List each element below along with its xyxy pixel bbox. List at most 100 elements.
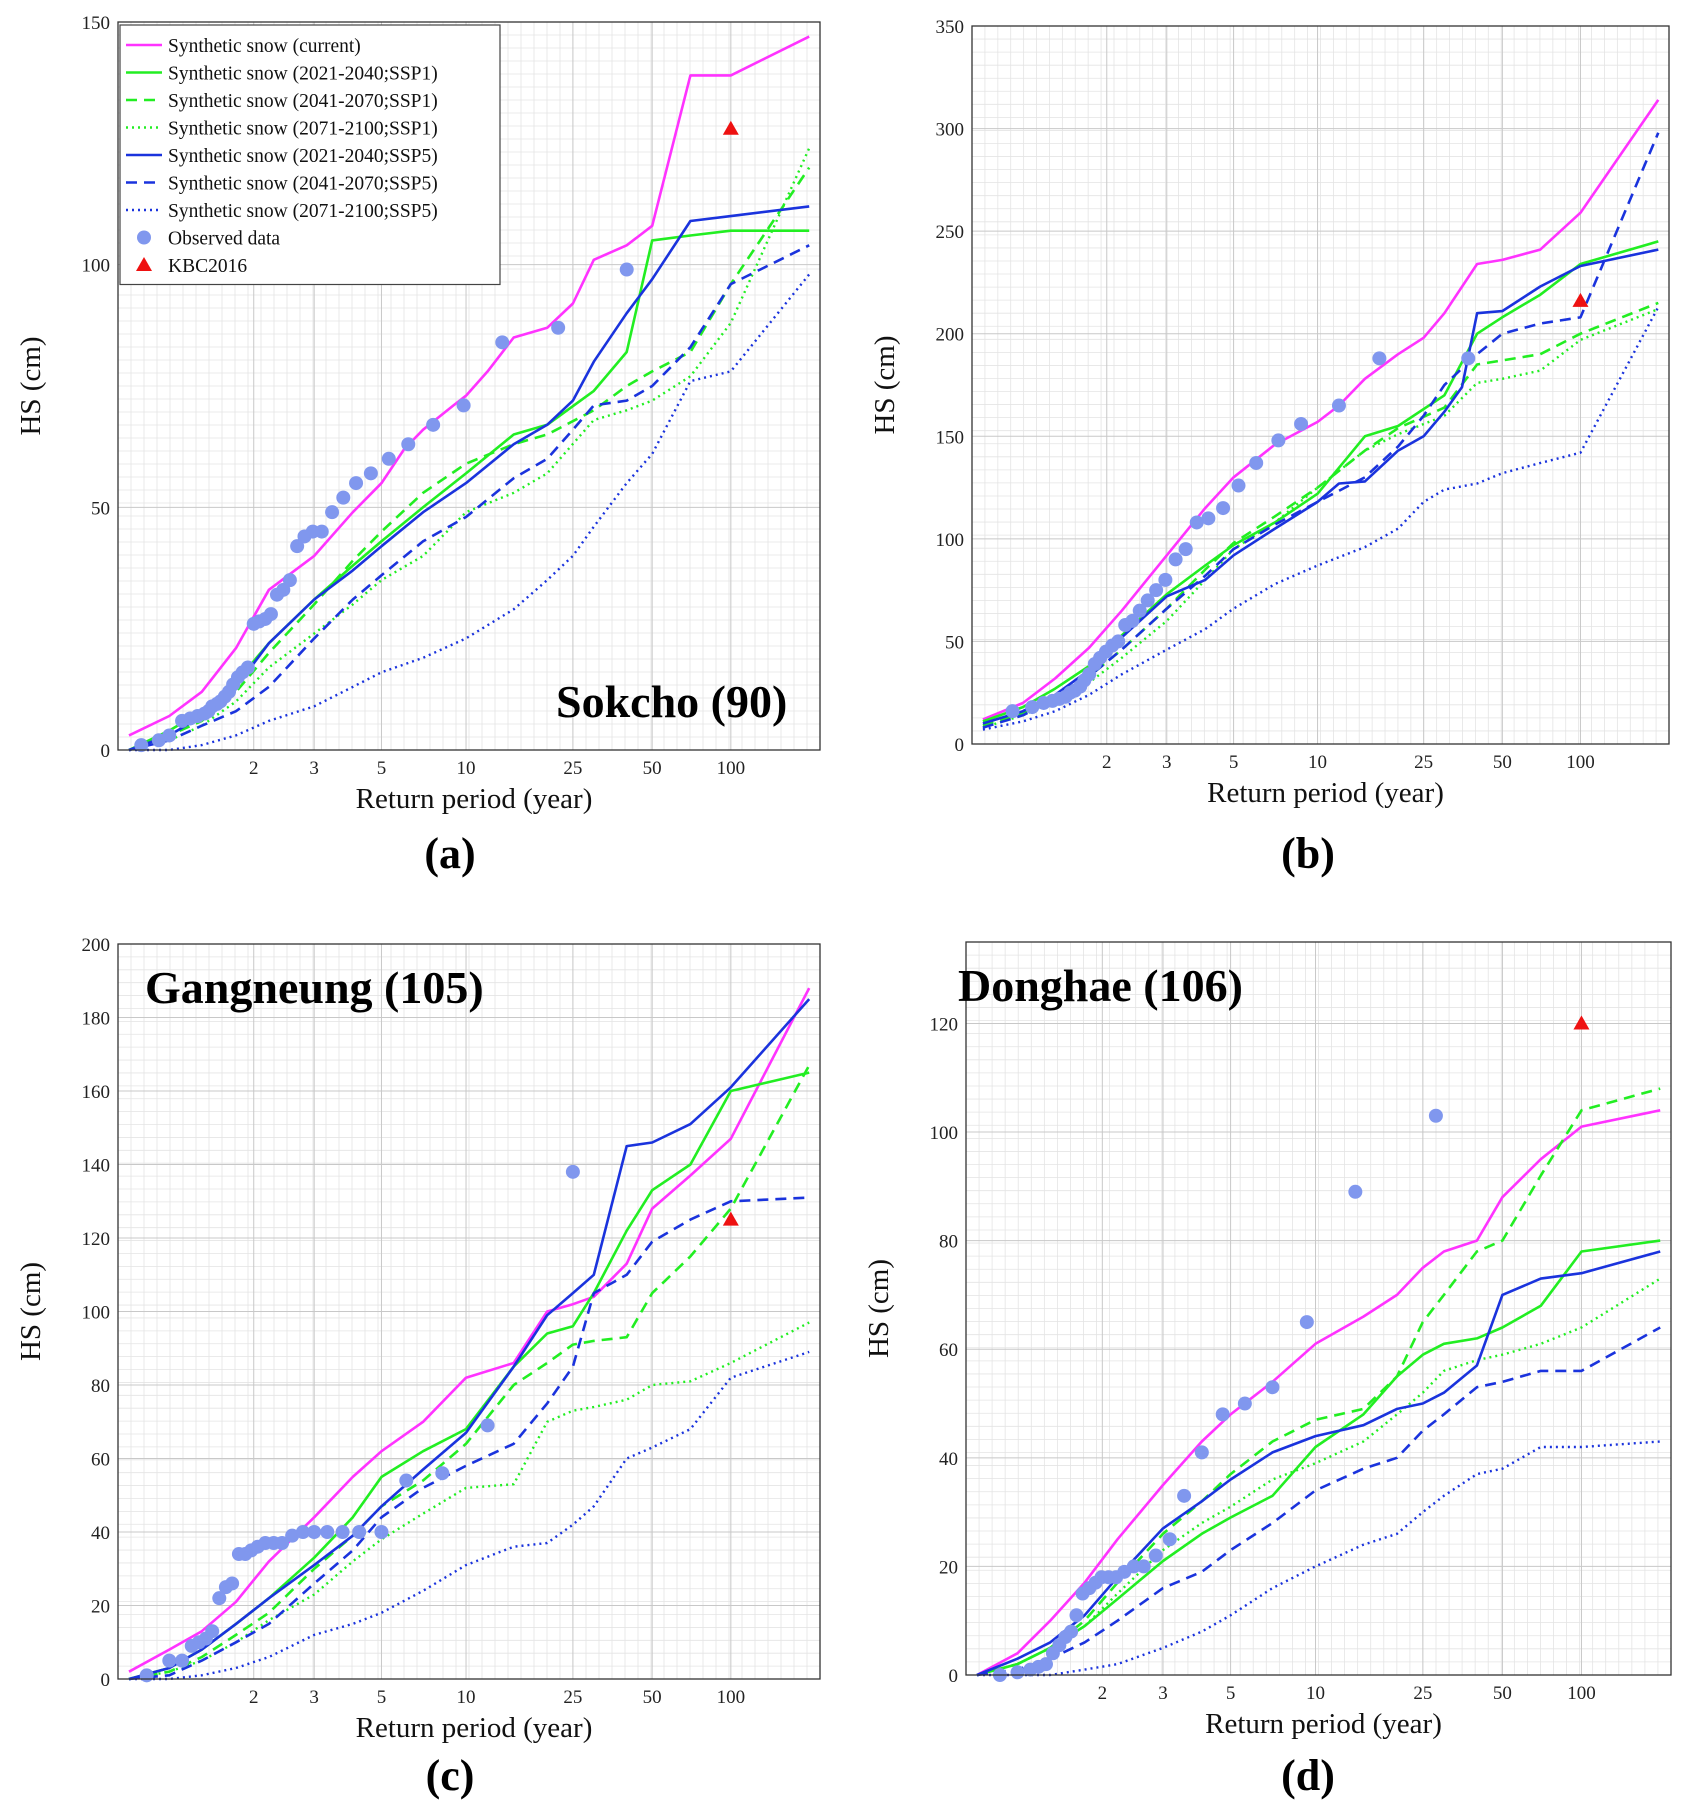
observed-point (1136, 1559, 1151, 1574)
observed-point (240, 660, 255, 675)
kbc-marker (722, 120, 739, 135)
observed-point (1201, 511, 1216, 526)
observed-point (1372, 351, 1387, 366)
y-tick-label: 200 (936, 325, 965, 346)
observed-point (1177, 1488, 1192, 1503)
series-line-ssp1-dash (128, 1064, 811, 1681)
observed-point (401, 437, 416, 452)
y-tick-label: 120 (82, 1229, 111, 1250)
y-tick-label: 180 (82, 1009, 111, 1030)
y-tick-label: 60 (939, 1340, 958, 1361)
axes-frame (117, 943, 821, 1680)
x-tick-label: 5 (1229, 752, 1239, 773)
observed-point (565, 1164, 580, 1179)
y-tick-label: 100 (930, 1123, 959, 1144)
observed-point (1005, 704, 1020, 719)
series-line-ssp1-solid (982, 240, 1659, 723)
x-tick-label: 50 (1493, 1683, 1512, 1704)
legend-label: Synthetic snow (2021-2040;SSP1) (168, 64, 438, 85)
kbc-marker (1573, 1015, 1590, 1030)
observed-point (1178, 542, 1193, 557)
legend-swatch-kbc (136, 257, 152, 271)
x-tick-label: 25 (563, 758, 582, 779)
x-tick-label: 10 (1308, 752, 1327, 773)
observed-point (320, 1525, 335, 1539)
legend-entry: Synthetic snow (2021-2040;SSP1) (126, 64, 438, 85)
station-label: Sokcho (90) (556, 676, 787, 727)
legend-entry: Synthetic snow (current) (126, 36, 361, 57)
y-tick-label: 60 (91, 1450, 110, 1471)
observed-point (426, 417, 441, 432)
observed-point (1237, 1396, 1252, 1411)
observed-points (992, 1108, 1443, 1682)
observed-point (1111, 634, 1126, 649)
legend-entry: Synthetic snow (2041-2070;SSP5) (126, 174, 438, 195)
y-tick-label: 120 (930, 1014, 959, 1035)
observed-point (1064, 1624, 1079, 1639)
series-line-current-solid (128, 987, 811, 1673)
observed-point (336, 490, 351, 505)
x-tick-label: 25 (1413, 1683, 1432, 1704)
observed-point (1082, 667, 1097, 682)
observed-point (151, 733, 166, 748)
series-line-ssp5-solid (976, 1250, 1661, 1677)
x-tick-label: 2 (1098, 1683, 1108, 1704)
y-tick-label: 250 (936, 222, 965, 243)
station-label: Donghae (106) (958, 960, 1243, 1011)
y-tick-label: 20 (939, 1557, 958, 1578)
legend-entry: KBC2016 (136, 256, 247, 277)
observed-point (295, 1525, 310, 1539)
observed-point (1215, 1407, 1230, 1422)
observed-point (1025, 700, 1040, 715)
x-tick-label: 50 (643, 1687, 662, 1708)
observed-point (1069, 1608, 1084, 1623)
legend-entry: Synthetic snow (2041-2070;SSP1) (126, 91, 438, 112)
observed-point (349, 476, 364, 491)
y-tick-label: 0 (955, 735, 965, 756)
x-tick-label: 5 (377, 758, 387, 779)
legend-entry: Observed data (137, 229, 280, 250)
series-line-ssp5-dot (977, 1440, 1661, 1677)
series-line-ssp1-solid (976, 1239, 1661, 1677)
observed-point (435, 1466, 450, 1481)
series-line-current-solid (976, 1109, 1661, 1677)
panel-label: (a) (424, 829, 475, 878)
observed-point (1249, 455, 1264, 470)
y-tick-label: 20 (91, 1597, 110, 1618)
panel-label: (c) (426, 1751, 475, 1800)
legend-swatch-observed (137, 230, 151, 245)
observed-point (1140, 593, 1155, 608)
chart-panel-4: 0 20 40 60 80 100 120 2 3 5 10 25 50 100 Return period… (863, 941, 1672, 1800)
observed-point (162, 1653, 177, 1668)
series-line-current-solid (982, 99, 1660, 721)
observed-point (225, 1576, 240, 1591)
y-axis-label: HS (cm) (15, 1262, 47, 1361)
y-tick-label: 140 (82, 1156, 111, 1177)
observed-point (374, 1525, 389, 1539)
y-tick-label: 160 (82, 1082, 111, 1103)
observed-point (1132, 603, 1147, 618)
observed-point (1149, 583, 1164, 598)
y-tick-label: 80 (91, 1376, 110, 1397)
x-tick-label: 100 (1566, 752, 1595, 773)
legend-label: KBC2016 (168, 256, 247, 277)
observed-point (619, 262, 634, 277)
series-line-ssp5-dot (129, 1350, 810, 1681)
y-tick-label: 0 (949, 1666, 959, 1687)
x-tick-label: 3 (309, 1687, 319, 1708)
y-tick-label: 40 (939, 1449, 958, 1470)
observed-point (363, 466, 378, 481)
observed-point (290, 539, 305, 554)
observed-point (335, 1525, 350, 1539)
observed-point (325, 505, 340, 520)
x-tick-label: 25 (1414, 752, 1433, 773)
observed-point (275, 1536, 290, 1551)
observed-point (1189, 515, 1204, 530)
y-tick-label: 150 (936, 427, 965, 448)
kbc-marker (1572, 292, 1589, 307)
observed-point (1265, 1380, 1280, 1395)
observed-points (134, 262, 634, 753)
series-line-ssp5-dash (128, 244, 810, 752)
x-axis-label: Return period (year) (356, 783, 593, 815)
